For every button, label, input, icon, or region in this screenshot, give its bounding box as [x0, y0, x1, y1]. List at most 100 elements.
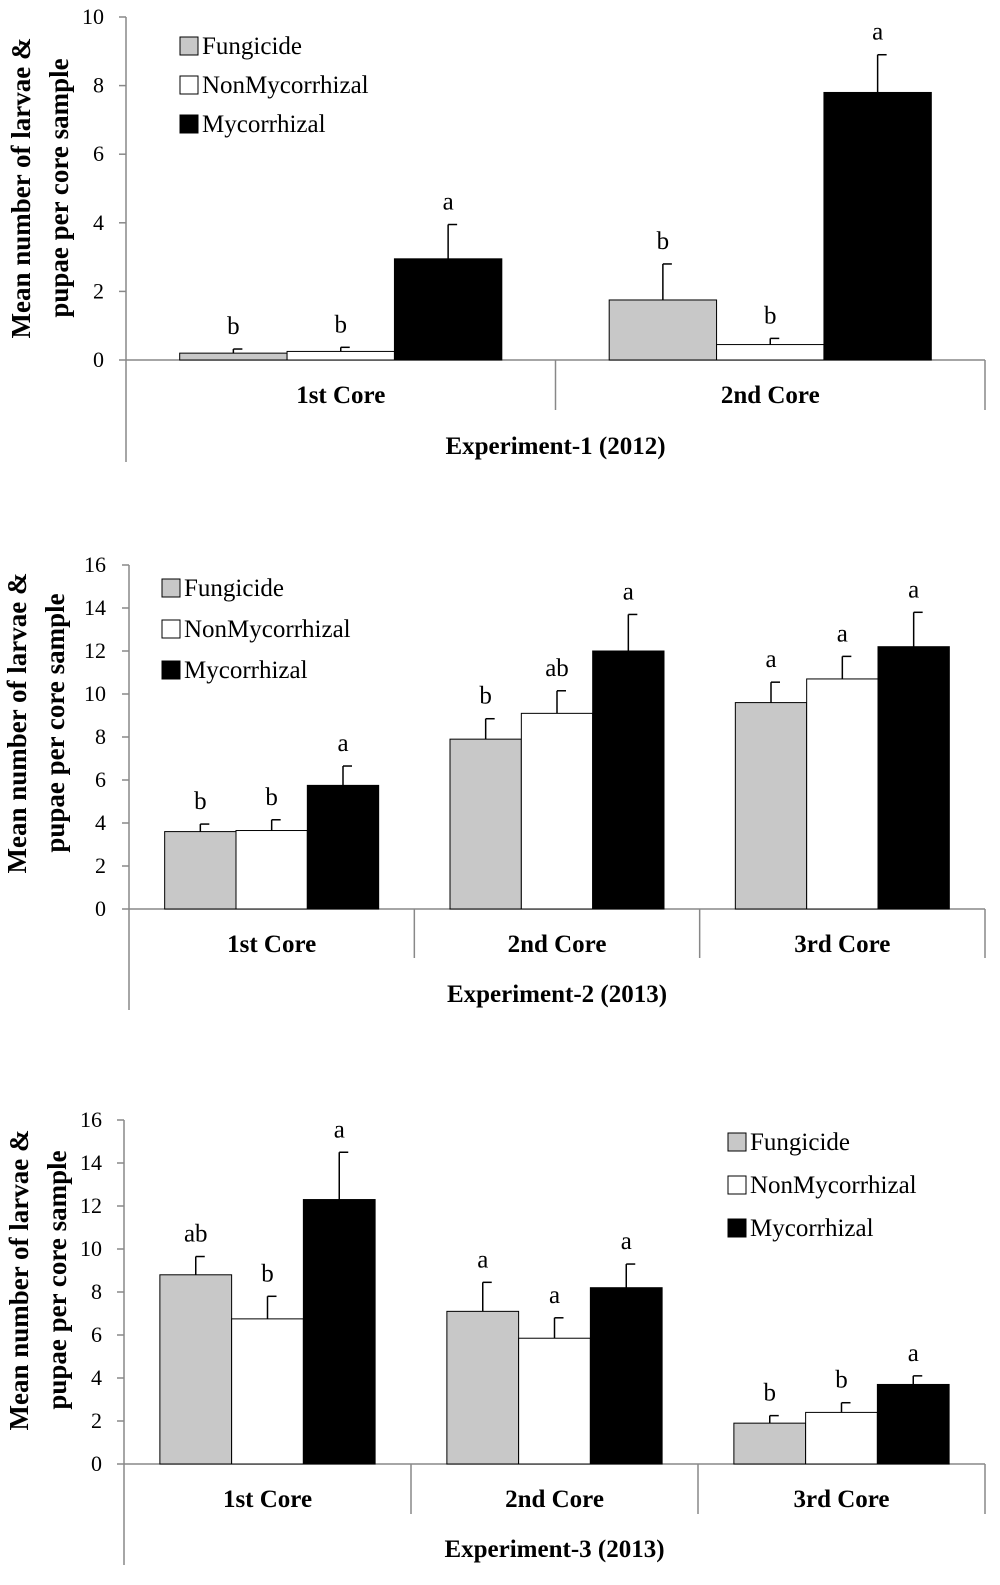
y-tick-label: 6	[91, 1322, 102, 1347]
bar	[393, 258, 503, 361]
category-label: 2nd Core	[721, 382, 820, 409]
y-tick-label: 16	[84, 552, 106, 577]
experiment-label: Experiment-2 (2013)	[447, 981, 667, 1008]
bar	[302, 1199, 376, 1465]
bar	[179, 352, 288, 361]
bar	[231, 1318, 304, 1465]
y-tick-label: 4	[91, 1365, 102, 1390]
significance-letter: b	[227, 313, 240, 340]
legend-label: Fungicide	[202, 33, 302, 60]
bar	[608, 299, 718, 361]
bar	[734, 702, 808, 910]
bar	[164, 831, 237, 910]
legend-swatch	[179, 75, 199, 95]
y-tick-label: 6	[93, 141, 104, 166]
significance-letter: a	[549, 1282, 560, 1309]
y-tick-label: 8	[95, 724, 106, 749]
category-label: 2nd Core	[505, 1486, 604, 1513]
chart-1: 0 2 4 6 8 10 b b b b a a 1st Core 2nd Core Experiment-…	[6, 4, 986, 462]
legend-label: Mycorrhizal	[184, 657, 308, 684]
significance-letter: a	[477, 1246, 488, 1273]
experiment-label: Experiment-1 (2012)	[445, 433, 665, 460]
significance-letter: ab	[545, 655, 569, 682]
y-tick-label: 10	[84, 681, 106, 706]
y-tick-label: 14	[80, 1150, 102, 1175]
legend-label: Mycorrhizal	[750, 1215, 874, 1242]
legend: Fungicide NonMycorrhizal Mycorrhizal	[161, 575, 351, 684]
category-label: 1st Core	[296, 382, 385, 409]
significance-letter: a	[765, 646, 776, 673]
legend-swatch	[179, 36, 199, 56]
bar	[449, 738, 522, 910]
y-tick-label: 6	[95, 767, 106, 792]
bar	[306, 784, 380, 910]
bar	[520, 712, 594, 910]
y-tick-label: 2	[95, 853, 106, 878]
y-tick-label: 16	[80, 1107, 102, 1132]
significance-letter: a	[872, 19, 883, 46]
legend-label: NonMycorrhizal	[202, 72, 369, 99]
legend-label: Fungicide	[750, 1129, 850, 1156]
bar	[805, 1411, 878, 1465]
bar	[286, 350, 395, 361]
significance-letter: b	[335, 311, 348, 338]
y-tick-label: 0	[93, 347, 104, 372]
y-tick-label: 8	[93, 73, 104, 98]
legend-label: Mycorrhizal	[202, 111, 326, 138]
legend: Fungicide NonMycorrhizal Mycorrhizal	[727, 1129, 917, 1242]
legend-label: NonMycorrhizal	[184, 616, 351, 643]
y-axis-label: Mean number of larvae &	[6, 38, 36, 339]
y-tick-label: 4	[95, 810, 106, 835]
y-axis-label: pupae per core sample	[44, 58, 74, 317]
significance-letter: b	[764, 1380, 777, 1407]
y-tick-label: 12	[80, 1193, 102, 1218]
significance-letter: b	[265, 784, 278, 811]
y-tick-label: 0	[91, 1451, 102, 1476]
legend-swatch	[727, 1175, 747, 1195]
experiment-label: Experiment-3 (2013)	[444, 1536, 664, 1563]
legend-swatch	[161, 660, 181, 680]
y-tick-label: 2	[91, 1408, 102, 1433]
y-tick-label: 10	[82, 4, 104, 29]
y-axis-label: Mean number of larvae &	[4, 1130, 34, 1431]
significance-letter: b	[194, 788, 207, 815]
bar	[235, 830, 308, 910]
y-tick-label: 14	[84, 595, 106, 620]
legend-label: Fungicide	[184, 575, 284, 602]
bar	[877, 646, 950, 910]
legend-label: NonMycorrhizal	[750, 1172, 917, 1199]
significance-letter: b	[764, 302, 777, 329]
bar	[159, 1274, 233, 1465]
legend: Fungicide NonMycorrhizal Mycorrhizal	[179, 33, 369, 138]
bar	[876, 1383, 950, 1465]
significance-letter: a	[337, 730, 348, 757]
y-tick-label: 0	[95, 896, 106, 921]
y-axis-label: Mean number of larvae &	[2, 573, 32, 874]
significance-letter: a	[837, 620, 848, 647]
significance-letter: b	[479, 683, 492, 710]
legend-swatch	[727, 1218, 747, 1238]
legend-swatch	[727, 1132, 747, 1152]
significance-letter: b	[835, 1367, 848, 1394]
significance-letter: a	[621, 1228, 632, 1255]
bar	[733, 1422, 807, 1465]
bar	[806, 678, 879, 910]
legend-swatch	[179, 114, 199, 134]
category-label: 1st Core	[227, 931, 316, 958]
significance-letter: a	[908, 1340, 919, 1367]
category-label: 3rd Core	[793, 1486, 889, 1513]
legend-swatch	[161, 578, 181, 598]
significance-letter: b	[657, 228, 670, 255]
bar	[823, 91, 932, 361]
significance-letter: ab	[184, 1221, 208, 1248]
category-label: 2nd Core	[508, 931, 607, 958]
bar	[446, 1310, 520, 1465]
significance-letter: a	[908, 576, 919, 603]
y-tick-label: 2	[93, 278, 104, 303]
significance-letter: a	[623, 578, 634, 605]
significance-letter: a	[443, 189, 454, 216]
category-label: 3rd Core	[794, 931, 890, 958]
